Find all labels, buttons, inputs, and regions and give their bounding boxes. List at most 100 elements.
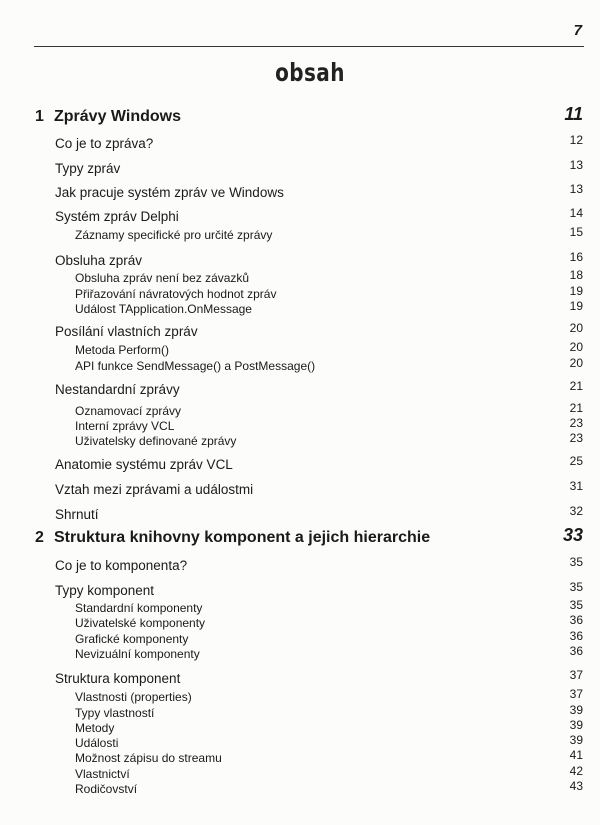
entry-page: 37 <box>569 668 583 682</box>
toc-entry: Typy komponent 35 <box>0 580 600 601</box>
entry-page: 14 <box>569 206 583 220</box>
toc-entry: Metoda Perform() 20 <box>0 340 600 361</box>
toc-entry: Uživatelské komponenty 36 <box>0 613 600 634</box>
entry-page: 42 <box>569 764 583 778</box>
entry-page: 15 <box>569 225 583 239</box>
chapter-number: 1 <box>35 108 44 125</box>
entry-page: 19 <box>569 299 583 313</box>
entry-page: 35 <box>569 555 583 569</box>
toc-entry: Přiřazování návratových hodnot zpráv 19 <box>0 284 600 305</box>
entry-page: 35 <box>569 598 583 612</box>
entry-title: Uživatelsky definované zprávy <box>75 434 237 448</box>
toc-entry: Grafické komponenty 36 <box>0 629 600 650</box>
toc-entry: Obsluha zpráv 16 <box>0 250 600 271</box>
entry-title: Struktura komponent <box>55 671 181 686</box>
entry-title: Anatomie systému zpráv VCL <box>55 457 233 472</box>
entry-title: Co je to komponenta? <box>55 558 188 573</box>
entry-title: Vlastnictví <box>75 767 130 781</box>
toc-entry: Událost TApplication.OnMessage 19 <box>0 299 600 320</box>
entry-page: 20 <box>569 340 583 354</box>
page-number: 7 <box>573 22 582 39</box>
entry-title: Nevizuální komponenty <box>75 647 200 661</box>
entry-page: 39 <box>569 718 583 732</box>
toc-entry: Vlastnosti (properties) 37 <box>0 687 600 708</box>
toc-entry: Vztah mezi zprávami a událostmi 31 <box>0 479 600 500</box>
entry-title: Co je to zpráva? <box>55 136 154 151</box>
entry-title: Systém zpráv Delphi <box>55 209 179 224</box>
entry-title: Typy vlastností <box>75 706 155 720</box>
entry-title: Přiřazování návratových hodnot zpráv <box>75 287 277 301</box>
toc-entry: Vlastnictví 42 <box>0 764 600 785</box>
entry-title: Událost TApplication.OnMessage <box>75 302 252 316</box>
entry-page: 36 <box>569 644 583 658</box>
entry-page: 11 <box>564 104 583 124</box>
entry-title: Posílání vlastních zpráv <box>55 324 198 339</box>
toc-entry: Nevizuální komponenty 36 <box>0 644 600 665</box>
entry-title: Oznamovací zprávy <box>75 404 182 418</box>
entry-page: 13 <box>569 158 583 172</box>
toc-chapter: 1 Zprávy Windows 11 <box>0 104 600 126</box>
entry-title: Vlastnosti (properties) <box>75 690 192 704</box>
entry-page: 20 <box>569 321 583 335</box>
toc-entry: Co je to zpráva? 12 <box>0 133 600 154</box>
entry-page: 25 <box>569 454 583 468</box>
toc-entry: Co je to komponenta? 35 <box>0 555 600 576</box>
entry-page: 23 <box>569 431 583 445</box>
chapter-number: 2 <box>35 529 44 546</box>
toc-entry: Události 39 <box>0 733 600 754</box>
entry-title: API funkce SendMessage() a PostMessage() <box>75 359 316 373</box>
toc-entry: API funkce SendMessage() a PostMessage()… <box>0 356 600 377</box>
header-rule <box>34 46 584 47</box>
entry-title: Struktura knihovny komponent a jejich hi… <box>54 529 431 546</box>
entry-title: Interní zprávy VCL <box>75 419 175 433</box>
toc-entry: Interní zprávy VCL 23 <box>0 416 600 437</box>
entry-page: 33 <box>562 525 583 545</box>
toc-entry: Struktura komponent 37 <box>0 668 600 689</box>
entry-page: 39 <box>569 733 583 747</box>
entry-title: Grafické komponenty <box>75 632 189 646</box>
entry-page: 37 <box>569 687 583 701</box>
entry-page: 36 <box>569 629 583 643</box>
entry-page: 12 <box>569 133 583 147</box>
toc-chapter: 2 Struktura knihovny komponent a jejich h… <box>0 525 600 547</box>
entry-title: Shrnutí <box>55 507 99 522</box>
entry-title: Vztah mezi zprávami a událostmi <box>55 482 254 497</box>
entry-page: 19 <box>569 284 583 298</box>
entry-title: Typy komponent <box>55 583 155 598</box>
entry-title: Obsluha zpráv <box>55 253 143 268</box>
entry-page: 35 <box>569 580 583 594</box>
toc-entry: Možnost zápisu do streamu 41 <box>0 748 600 769</box>
entry-page: 32 <box>569 504 583 518</box>
entry-title: Standardní komponenty <box>75 601 203 615</box>
toc-entry: Oznamovací zprávy 21 <box>0 401 600 422</box>
toc-entry: Rodičovství 43 <box>0 779 600 800</box>
toc-entry: Nestandardní zprávy 21 <box>0 379 600 400</box>
entry-page: 13 <box>569 182 583 196</box>
toc-entry: Typy zpráv 13 <box>0 158 600 179</box>
entry-page: 39 <box>569 703 583 717</box>
entry-page: 20 <box>569 356 583 370</box>
entry-page: 23 <box>569 416 583 430</box>
entry-title: Rodičovství <box>75 782 138 796</box>
page-title: obsah <box>275 58 345 87</box>
toc-entry: Metody 39 <box>0 718 600 739</box>
entry-title: Obsluha zpráv není bez závazků <box>75 271 250 285</box>
entry-page: 21 <box>569 379 583 393</box>
toc-entry: Uživatelsky definované zprávy 23 <box>0 431 600 452</box>
entry-title: Nestandardní zprávy <box>55 382 180 397</box>
entry-title: Metoda Perform() <box>75 343 170 357</box>
entry-title: Zprávy Windows <box>54 108 181 125</box>
toc-entry: Systém zpráv Delphi 14 <box>0 206 600 227</box>
toc-entry: Posílání vlastních zpráv 20 <box>0 321 600 342</box>
entry-title: Uživatelské komponenty <box>75 616 206 630</box>
entry-title: Události <box>75 736 119 750</box>
toc-entry: Typy vlastností 39 <box>0 703 600 724</box>
toc-entry: Obsluha zpráv není bez závazků 18 <box>0 268 600 289</box>
toc-entry: Standardní komponenty 35 <box>0 598 600 619</box>
entry-page: 43 <box>569 779 583 793</box>
entry-title: Metody <box>75 721 115 735</box>
entry-title: Typy zpráv <box>55 161 121 176</box>
entry-title: Záznamy specifické pro určité zprávy <box>75 228 273 242</box>
entry-page: 16 <box>569 250 583 264</box>
entry-page: 31 <box>569 479 583 493</box>
